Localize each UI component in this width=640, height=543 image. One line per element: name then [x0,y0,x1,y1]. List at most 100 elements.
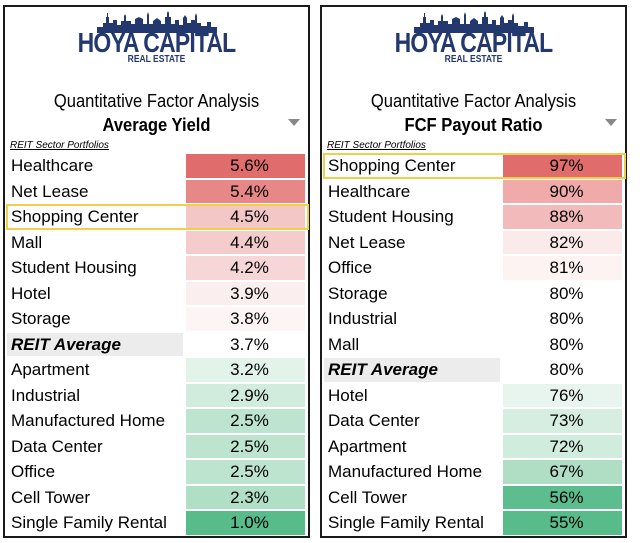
value-label: 90% [549,181,584,201]
value-cell: 1.0% [186,511,305,535]
average-row-background [324,358,500,382]
value-label: 5.6% [230,156,269,175]
value-label: 55% [549,513,584,532]
sector-label: REIT Average [11,334,121,354]
value-cell: 3.7% [186,332,305,356]
value-label: 72% [549,436,584,456]
hoya-capital-logo: HOYA CAPITAL REAL ESTATE [5,11,308,65]
table-row: Apartment 72% [322,434,625,460]
average-yield-panel: HOYA CAPITAL REAL ESTATE Quantitative Fa… [3,5,310,538]
city-skyline-logo-art [413,11,534,33]
value-label: 2.9% [230,385,269,405]
value-label: 67% [549,462,584,481]
section-label: REIT Sector Portfolios [327,140,426,151]
value-cell: 3.2% [186,358,305,382]
table-row: Shopping Center 4.5% [5,204,309,230]
value-label: 82% [549,232,584,252]
brand-name: HOYA CAPITAL [77,27,237,58]
value-label: 4.5% [230,207,269,226]
value-label: 1.0% [230,513,269,532]
average-row-background [7,332,183,356]
table-row: Storage 3.8% [5,306,308,332]
value-label: 3.2% [230,360,269,379]
value-cell: 73% [503,409,622,433]
brand-name: HOYA CAPITAL [394,27,554,58]
metric-title: FCF Payout Ratio [404,115,543,135]
value-cell: 3.9% [186,281,305,305]
table-row: Hotel 3.9% [5,281,308,307]
sector-label: Industrial [11,385,80,405]
value-label: 2.3% [230,487,269,507]
table-row: Cell Tower 2.3% [5,485,308,511]
sector-label: Apartment [11,360,90,379]
value-label: 56% [549,487,584,507]
value-cell: 76% [503,383,622,407]
sector-label: Manufactured Home [11,411,166,430]
value-cell: 80% [503,332,622,356]
table-row: Hotel 76% [322,383,625,409]
value-label: 2.5% [230,436,269,456]
brand-subname: REAL ESTATE [127,54,186,65]
sector-label: REIT Average [328,360,438,379]
yield-rows: Healthcare 5.6% Net Lease 5.4% Shopping Cent… [5,153,309,536]
value-cell: 56% [503,485,622,509]
value-label: 80% [549,334,584,354]
sector-label: Student Housing [328,207,454,226]
value-label: 4.4% [230,232,269,252]
sector-label: Industrial [328,309,397,328]
table-row: Data Center 2.5% [5,434,308,460]
sector-label: Single Family Rental [11,513,167,532]
value-cell: 55% [503,511,622,535]
sector-label: Net Lease [328,232,406,252]
table-row: Data Center 73% [322,408,625,434]
value-cell: 4.2% [186,256,305,280]
sector-label: Hotel [11,283,51,303]
table-row: Office 81% [322,255,625,281]
sector-label: Manufactured Home [328,462,483,481]
sector-label: Storage [328,283,388,303]
value-cell: 82% [503,230,622,254]
value-label: 3.8% [230,309,269,328]
table-row: Single Family Rental 1.0% [5,510,308,536]
value-label: 81% [549,258,584,277]
dropdown-arrow-icon[interactable] [605,119,617,126]
fcf-payout-panel: HOYA CAPITAL REAL ESTATE Quantitative Fa… [320,5,627,538]
sector-label: Net Lease [11,181,89,201]
sector-label: Student Housing [11,258,137,277]
value-cell: 2.3% [186,485,305,509]
table-row: Industrial 80% [322,306,625,332]
value-label: 2.5% [230,411,269,430]
sector-label: Data Center [11,436,103,456]
table-row: Student Housing 88% [322,204,625,230]
value-cell: 5.6% [186,154,305,178]
value-cell: 81% [503,256,622,280]
value-cell: 2.5% [186,460,305,484]
table-row: Mall 4.4% [5,230,308,256]
value-label: 2.5% [230,462,269,481]
value-label: 80% [549,283,584,303]
sector-label: Shopping Center [328,156,456,175]
value-label: 88% [549,207,584,226]
table-row: Manufactured Home 67% [322,459,625,485]
dropdown-arrow-icon[interactable] [288,119,300,126]
value-cell: 4.4% [186,230,305,254]
sector-label: Office [328,258,373,277]
table-row: Healthcare 90% [322,179,625,205]
table-row: Student Housing 4.2% [5,255,308,281]
sector-label: Cell Tower [11,487,91,507]
value-label: 80% [549,309,584,328]
sector-label: Apartment [328,436,407,456]
value-cell: 2.5% [186,434,305,458]
table-row: Industrial 2.9% [5,383,308,409]
panel-subtitle: Quantitative Factor Analysis [370,91,577,111]
value-cell: 2.9% [186,383,305,407]
table-row: Cell Tower 56% [322,485,625,511]
sector-label: Cell Tower [328,487,408,507]
brand-subname: REAL ESTATE [444,54,503,65]
section-label: REIT Sector Portfolios [10,140,109,151]
table-row: Office 2.5% [5,459,308,485]
metric-title: Average Yield [102,115,211,135]
sector-label: Data Center [328,411,420,430]
value-cell: 80% [503,281,622,305]
value-cell: 2.5% [186,409,305,433]
